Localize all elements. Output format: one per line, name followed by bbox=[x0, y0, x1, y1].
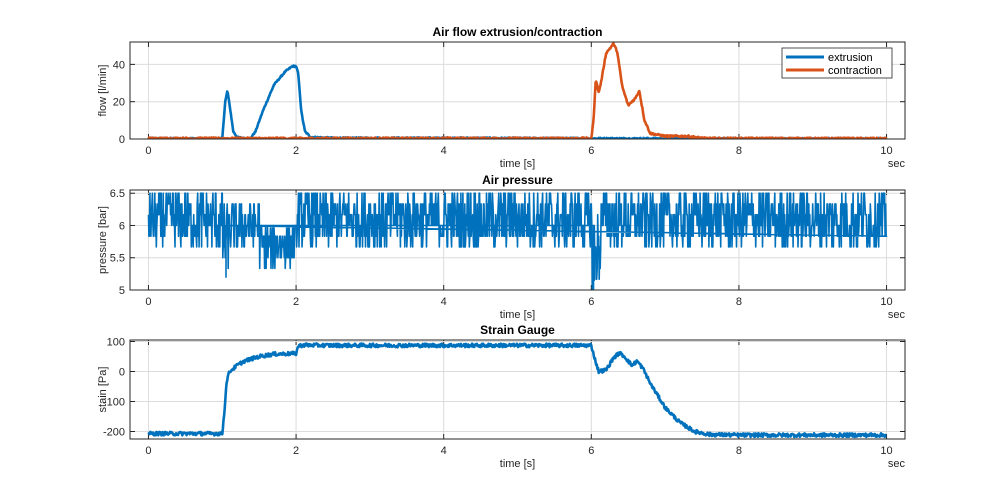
axes-box bbox=[129, 339, 906, 440]
x-tick-label: 8 bbox=[736, 145, 742, 157]
x-tick-label: 10 bbox=[880, 445, 892, 457]
y-axis-label: flow [l/min] bbox=[97, 65, 109, 117]
x-tick-label: 0 bbox=[145, 145, 151, 157]
x-tick-label: 4 bbox=[441, 296, 447, 308]
x-axis-label: time [s] bbox=[500, 158, 535, 170]
x-tick-label: 2 bbox=[293, 145, 299, 157]
series-1-line bbox=[147, 192, 888, 290]
x-unit-label: sec bbox=[888, 309, 906, 321]
legend-box bbox=[781, 47, 893, 79]
series-group bbox=[147, 192, 888, 290]
x-tick-label: 10 bbox=[880, 296, 892, 308]
x-tick-label: 2 bbox=[293, 445, 299, 457]
plot-area bbox=[130, 340, 905, 439]
chart-title: Air flow extrusion/contraction bbox=[432, 25, 602, 39]
y-tick-label: 5.5 bbox=[110, 253, 125, 265]
chart-panel-2: 0 2 4 6 8 10 5 5.5 6 6.5 Air pressure time [s] sec pr… bbox=[97, 173, 906, 321]
x-tick-label: 8 bbox=[736, 445, 742, 457]
y-tick-label: 0 bbox=[119, 134, 125, 146]
x-tick-label: 6 bbox=[588, 296, 594, 308]
x-axis-label: time [s] bbox=[500, 458, 535, 470]
x-axis-label: time [s] bbox=[500, 309, 535, 321]
x-tick-label: 4 bbox=[441, 445, 447, 457]
x-tick-label: 6 bbox=[588, 145, 594, 157]
chart-panel-3: 0 2 4 6 8 10 -200 -100 0 100 Strain Gauge time [s] s… bbox=[97, 323, 906, 470]
axes-box bbox=[129, 189, 906, 291]
x-tick-label: 4 bbox=[441, 145, 447, 157]
y-tick-label: 40 bbox=[113, 59, 125, 71]
legend-label-extrusion: extrusion bbox=[828, 52, 873, 64]
x-tick-label: 6 bbox=[588, 445, 594, 457]
x-unit-label: sec bbox=[888, 458, 906, 470]
x-unit-label: sec bbox=[888, 158, 906, 170]
y-tick-label: 100 bbox=[107, 337, 125, 349]
chart-panel-1: 0 2 4 6 8 10 0 20 40 Air flow extrusion/contracti… bbox=[97, 25, 906, 170]
y-tick-label: 0 bbox=[119, 367, 125, 379]
chart-title: Air pressure bbox=[482, 173, 553, 187]
series-group bbox=[147, 342, 888, 439]
y-tick-label: 20 bbox=[113, 97, 125, 109]
y-axis-label: pressure [bar] bbox=[97, 206, 109, 274]
x-tick-label: 0 bbox=[145, 296, 151, 308]
y-tick-label: -100 bbox=[103, 397, 125, 409]
y-tick-label: 5 bbox=[119, 285, 125, 297]
y-tick-label: 6 bbox=[119, 220, 125, 232]
x-tick-label: 8 bbox=[736, 296, 742, 308]
y-axis-label: stain [Pa] bbox=[97, 367, 109, 413]
x-tick-label: 2 bbox=[293, 296, 299, 308]
chart-title: Strain Gauge bbox=[480, 323, 555, 337]
x-tick-label: 0 bbox=[145, 445, 151, 457]
y-tick-label: -200 bbox=[103, 427, 125, 439]
legend-label-contraction: contraction bbox=[828, 65, 882, 77]
series-1-line bbox=[147, 342, 888, 439]
axes-box bbox=[129, 41, 906, 140]
x-tick-label: 10 bbox=[880, 145, 892, 157]
y-tick-label: 6.5 bbox=[110, 188, 125, 200]
